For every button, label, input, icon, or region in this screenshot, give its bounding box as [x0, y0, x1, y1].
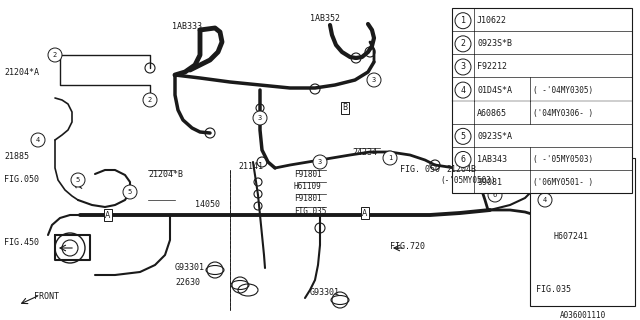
- Text: H61109: H61109: [294, 182, 322, 191]
- Circle shape: [455, 59, 471, 75]
- Text: 3: 3: [372, 77, 376, 83]
- Circle shape: [488, 188, 502, 202]
- Text: 0923S*A: 0923S*A: [477, 132, 512, 141]
- Text: A: A: [362, 209, 367, 218]
- Text: 2: 2: [461, 39, 465, 48]
- Text: ('06MY0501- ): ('06MY0501- ): [533, 178, 593, 187]
- Text: (-'05MY0503): (-'05MY0503): [440, 176, 495, 185]
- Circle shape: [538, 193, 552, 207]
- Circle shape: [383, 151, 397, 165]
- Text: 3: 3: [258, 115, 262, 121]
- Text: B: B: [342, 103, 348, 113]
- Circle shape: [455, 13, 471, 29]
- Text: 6: 6: [461, 155, 465, 164]
- Text: 3: 3: [461, 62, 465, 71]
- Circle shape: [455, 82, 471, 98]
- Text: 5: 5: [76, 177, 80, 183]
- Text: 4: 4: [36, 137, 40, 143]
- Text: F91801: F91801: [294, 194, 322, 203]
- Text: FIG.050: FIG.050: [4, 175, 39, 184]
- Text: 4: 4: [543, 197, 547, 203]
- Text: 21204*B: 21204*B: [148, 170, 183, 179]
- Text: 3: 3: [318, 159, 322, 165]
- Text: 21204*A: 21204*A: [4, 68, 39, 77]
- Text: F92212: F92212: [477, 62, 507, 71]
- Text: 1: 1: [388, 155, 392, 161]
- Text: J10622: J10622: [477, 16, 507, 25]
- Text: H607241: H607241: [553, 232, 588, 241]
- Text: 5: 5: [461, 132, 465, 141]
- Text: 99081: 99081: [477, 178, 502, 187]
- Text: A60865: A60865: [477, 109, 507, 118]
- Text: 01D4S*A: 01D4S*A: [477, 85, 512, 95]
- Circle shape: [367, 73, 381, 87]
- Circle shape: [143, 93, 157, 107]
- Text: F91801: F91801: [294, 170, 322, 179]
- Circle shape: [48, 48, 62, 62]
- Text: 4: 4: [461, 85, 465, 95]
- Bar: [452, 8, 632, 193]
- Text: ( -'04MY0305): ( -'04MY0305): [533, 85, 593, 95]
- Text: ( -'05MY0503): ( -'05MY0503): [533, 155, 593, 164]
- Text: 21141: 21141: [238, 162, 263, 171]
- Text: FIG.450: FIG.450: [4, 238, 39, 247]
- Text: 0923S*B: 0923S*B: [477, 39, 512, 48]
- Text: 1AB343: 1AB343: [477, 155, 507, 164]
- Text: 5: 5: [128, 189, 132, 195]
- Text: FIG.720: FIG.720: [390, 242, 425, 251]
- Text: 2: 2: [53, 52, 57, 58]
- Circle shape: [455, 128, 471, 144]
- Text: 21204B: 21204B: [446, 165, 476, 174]
- Text: 2: 2: [148, 97, 152, 103]
- Text: G93301: G93301: [175, 263, 205, 272]
- Text: FRONT: FRONT: [34, 292, 59, 301]
- Circle shape: [207, 262, 223, 278]
- Text: ('04MY0306- ): ('04MY0306- ): [533, 109, 593, 118]
- Circle shape: [123, 185, 137, 199]
- Circle shape: [313, 155, 327, 169]
- Text: G93301: G93301: [310, 288, 340, 297]
- Circle shape: [232, 277, 248, 293]
- Text: 24234: 24234: [352, 148, 377, 157]
- Circle shape: [31, 133, 45, 147]
- Bar: [530, 158, 635, 306]
- Circle shape: [455, 151, 471, 167]
- Text: FIG.035: FIG.035: [294, 207, 326, 216]
- Text: A: A: [106, 211, 111, 220]
- Text: FIG.035: FIG.035: [536, 285, 571, 294]
- Text: 1AB333: 1AB333: [172, 22, 202, 31]
- Text: 14050: 14050: [195, 200, 220, 209]
- Text: 1AB352: 1AB352: [310, 14, 340, 23]
- Circle shape: [253, 111, 267, 125]
- Circle shape: [71, 173, 85, 187]
- Text: 21885: 21885: [4, 152, 29, 161]
- Circle shape: [455, 36, 471, 52]
- Text: 6: 6: [493, 192, 497, 198]
- Text: 22630: 22630: [175, 278, 200, 287]
- Text: 1: 1: [461, 16, 465, 25]
- Circle shape: [332, 292, 348, 308]
- Text: A036001110: A036001110: [560, 311, 606, 320]
- Text: FIG. 050: FIG. 050: [400, 165, 440, 174]
